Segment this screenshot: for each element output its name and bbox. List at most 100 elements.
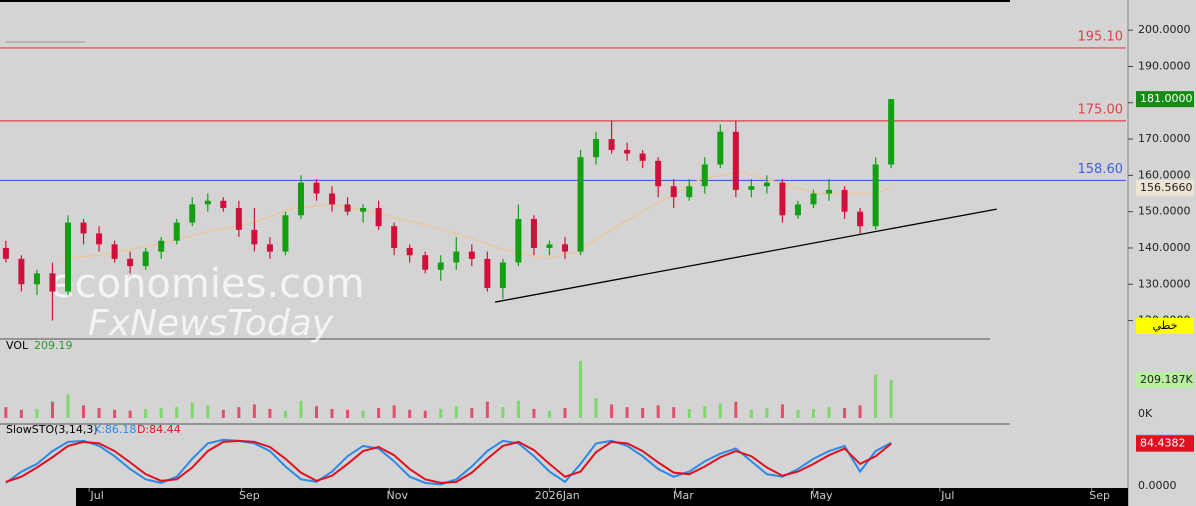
x-tick-label: Nov [387, 489, 409, 502]
candle-body [313, 182, 320, 194]
watermark: FxNewsToday [88, 303, 334, 344]
style-box [1136, 318, 1194, 334]
volume-bar [346, 409, 350, 418]
candle-body [96, 233, 103, 245]
volume-bar [672, 407, 676, 418]
volume-bar [19, 409, 23, 418]
volume-bar [858, 405, 862, 418]
volume-bar [734, 401, 738, 418]
volume-bar [439, 408, 443, 418]
price-panel [0, 47, 1126, 321]
time-axis-strip [76, 488, 1128, 506]
candle-body [530, 218, 537, 248]
candle-body [173, 222, 180, 241]
volume-bar [408, 409, 412, 418]
volume-bar [206, 405, 210, 418]
candle-body [515, 218, 522, 263]
candle-body [872, 164, 879, 227]
volume-bar [501, 407, 505, 418]
volume-bar [579, 360, 583, 418]
volume-bar [749, 409, 753, 418]
candle-body [422, 255, 429, 270]
volume-bar [796, 409, 800, 418]
watermark: economies.com [50, 261, 365, 307]
ma-label: 156.5660 [1140, 181, 1193, 194]
x-tick-label: Mar [673, 489, 694, 502]
y-tick-label: 170.0000 [1138, 132, 1191, 145]
volume-bar [656, 405, 660, 418]
candle-body [639, 153, 646, 161]
candle-body [499, 262, 506, 288]
candle-body [484, 258, 491, 288]
candle-body [33, 273, 40, 285]
stochastic-line [5, 439, 892, 484]
candle-body [686, 186, 693, 198]
volume-bar [175, 407, 179, 418]
y-tick-label: 140.0000 [1138, 241, 1191, 254]
volume-bar [594, 398, 598, 418]
x-tick-label: Sep [1089, 489, 1110, 502]
volume-bar [377, 408, 381, 418]
y-tick-label: 150.0000 [1138, 205, 1191, 218]
volume-current: 209.19 [34, 339, 73, 352]
candle-body [546, 244, 553, 248]
candle-body [2, 247, 9, 259]
volume-title: VOL [6, 339, 29, 352]
volume-last-label-box [1136, 372, 1194, 389]
candle-body [189, 204, 196, 223]
candle-body [670, 186, 677, 198]
candle-body [158, 240, 165, 252]
last-price-label: 181.0000 [1140, 92, 1193, 105]
candle-body [655, 160, 662, 187]
volume-bar [765, 408, 769, 418]
level-label: 158.60 [1078, 162, 1124, 177]
volume-bar [780, 404, 784, 418]
trendline [494, 208, 997, 303]
y-tick-label: 160.0000 [1138, 168, 1191, 181]
volume-bar [97, 408, 101, 418]
volume-bar [144, 408, 148, 418]
candle-body [266, 244, 273, 252]
candle-body [717, 131, 724, 165]
candle-body [748, 186, 755, 190]
x-tick-label: Jul [940, 489, 954, 502]
x-tick-label: Jul [89, 489, 103, 502]
moving-average [60, 170, 892, 260]
volume-bar [330, 408, 334, 418]
candle-body [391, 226, 398, 248]
volume-bar [827, 407, 831, 418]
volume-bar [315, 406, 319, 418]
candle-body [732, 131, 739, 190]
level-label: 175.00 [1078, 102, 1124, 117]
candle-body [360, 208, 367, 212]
volume-bar [423, 410, 427, 418]
stochastic-d: D:84.44 [137, 423, 181, 436]
volume-bar [625, 407, 629, 418]
candle-body [810, 193, 817, 205]
candle-body [18, 258, 25, 285]
candle-body [763, 182, 770, 187]
volume-bar [50, 401, 54, 418]
last-price-label-box [1136, 91, 1194, 108]
candle-body [375, 208, 382, 227]
volume-bar [532, 408, 536, 418]
volume-bar [687, 408, 691, 418]
stochastic-title: SlowSTO(3,14,3) [6, 423, 98, 436]
volume-bar [547, 410, 551, 418]
candle-body [624, 149, 631, 154]
candle-body [235, 208, 242, 230]
y-tick-label: 130.0000 [1138, 277, 1191, 290]
candle-body [593, 139, 600, 158]
volume-bar [392, 405, 396, 418]
volume-bar [252, 404, 256, 418]
candle-body [49, 273, 56, 292]
volume-bar [35, 408, 39, 418]
candle-body [142, 251, 149, 267]
volume-bar [563, 408, 567, 418]
candle-body [779, 182, 786, 216]
y-tick-label: 0K [1138, 407, 1153, 420]
candle-body [251, 229, 258, 245]
candle-body [127, 258, 134, 267]
